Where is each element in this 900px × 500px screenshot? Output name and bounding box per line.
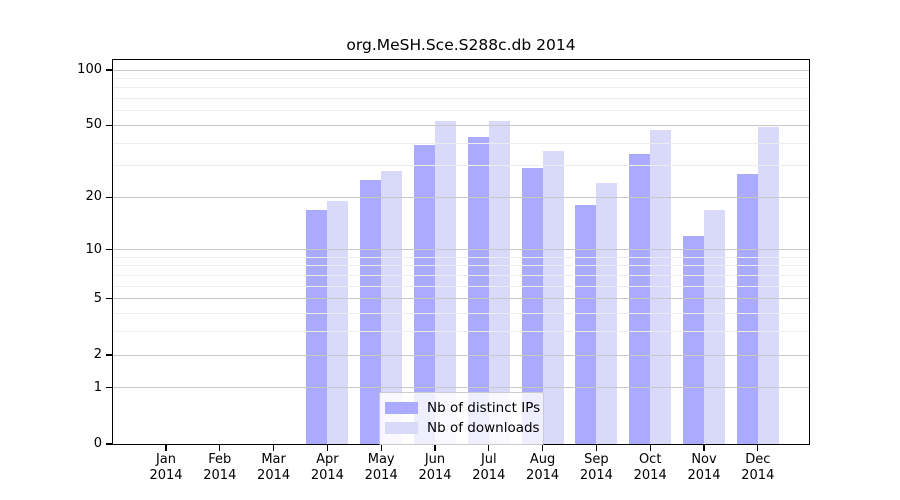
x-tick-label-nov-2014: Nov 2014 [687,452,721,483]
x-tick-mark [380,445,382,451]
bars-layer [113,60,809,444]
bar-nb-of-downloads-dec-2014 [757,127,779,444]
y-tick-mark [106,387,113,389]
bar-nb-of-distinct-ips-nov-2014 [683,236,704,444]
bar-nb-of-distinct-ips-jun-2014 [414,145,435,444]
legend-items: Nb of distinct IPs Nb of downloads [385,398,540,438]
x-tick-label-dec-2014: Dec 2014 [741,452,775,483]
x-tick-label-mar-2014: Mar 2014 [257,452,291,483]
legend-label: Nb of downloads [427,420,540,436]
bar-nb-of-distinct-ips-oct-2014 [629,153,651,444]
x-tick-label-jul-2014: Jul 2014 [472,452,506,483]
x-tick-mark [326,445,328,451]
y-tick-label-0: 0 [93,436,102,451]
bar-nb-of-distinct-ips-jul-2014 [467,137,489,444]
bar-nb-of-downloads-aug-2014 [542,151,564,444]
y-tick-label-100: 100 [77,62,102,77]
y-tick-label-1: 1 [93,379,102,395]
y-tick-mark [106,249,113,251]
y-tick-mark [106,196,113,198]
y-tick-mark [106,69,113,71]
x-tick-mark [595,445,597,451]
x-tick-mark [542,445,544,451]
y-tick-label-10: 10 [85,241,102,257]
x-tick-mark [488,445,490,451]
y-tick-label-5: 5 [93,290,102,306]
bar-nb-of-downloads-oct-2014 [650,130,672,444]
bar-nb-of-downloads-jun-2014 [435,120,456,444]
chart-title: org.MeSH.Sce.S288c.db 2014 [346,36,576,54]
bar-nb-of-distinct-ips-may-2014 [360,180,382,444]
x-tick-label-apr-2014: Apr 2014 [310,452,344,483]
legend-row-nb-of-downloads: Nb of downloads [385,418,540,438]
bar-nb-of-downloads-may-2014 [381,171,403,444]
x-tick-label-jun-2014: Jun 2014 [418,452,452,483]
legend-label: Nb of distinct IPs [427,400,541,416]
legend: Nb of distinct IPs Nb of downloads [379,392,544,445]
legend-row-nb-of-distinct-ips: Nb of distinct IPs [385,398,540,418]
y-tick-mark [106,443,113,445]
x-tick-mark [434,445,436,451]
legend-swatch-icon [385,402,418,414]
bar-nb-of-distinct-ips-dec-2014 [736,174,758,444]
bar-nb-of-downloads-nov-2014 [704,209,725,444]
x-tick-label-feb-2014: Feb 2014 [203,452,237,483]
x-tick-label-oct-2014: Oct 2014 [633,452,667,483]
bar-nb-of-downloads-jul-2014 [488,120,510,444]
y-tick-mark [106,354,113,356]
x-tick-mark [703,445,705,451]
bar-nb-of-distinct-ips-apr-2014 [306,209,328,444]
x-tick-label-sep-2014: Sep 2014 [579,452,613,483]
x-tick-mark [757,445,759,451]
x-tick-mark [219,445,221,451]
plot-area: Nb of distinct IPs Nb of downloads [112,59,810,445]
bar-nb-of-distinct-ips-sep-2014 [575,205,597,444]
x-tick-label-jan-2014: Jan 2014 [149,452,183,483]
y-tick-mark [106,124,113,126]
y-tick-label-20: 20 [85,189,102,205]
bar-nb-of-downloads-sep-2014 [596,183,618,444]
legend-swatch-icon [385,422,418,434]
bar-nb-of-downloads-apr-2014 [327,201,349,444]
x-tick-label-aug-2014: Aug 2014 [526,452,560,483]
x-tick-mark [165,445,167,451]
x-tick-mark [649,445,651,451]
x-tick-mark [273,445,275,451]
y-tick-label-50: 50 [85,117,102,133]
x-tick-label-may-2014: May 2014 [364,452,398,483]
y-tick-label-2: 2 [93,347,102,362]
bar-nb-of-distinct-ips-aug-2014 [521,168,543,444]
y-tick-mark [106,298,113,300]
